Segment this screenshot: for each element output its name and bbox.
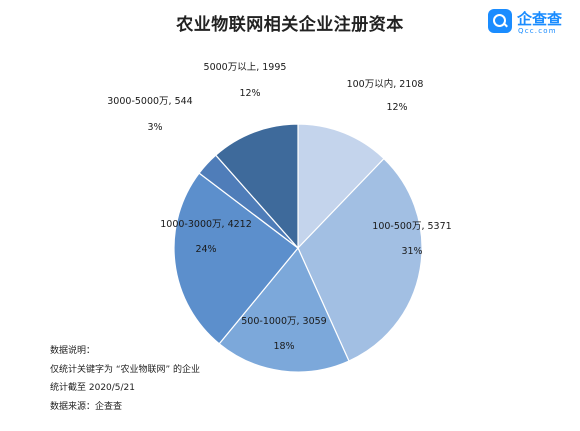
slice-label-3000-5000万: 3000-5000万, 544 — [107, 96, 192, 107]
chart-title: 农业物联网相关企业注册资本 — [176, 15, 404, 35]
pie-labels: 100万以内, 2108 12% 100-500万, 5371 31% 500-1000… — [107, 62, 451, 352]
magnifier-logo-icon — [488, 9, 512, 33]
slice-label-500-1000万: 500-1000万, 3059 — [241, 316, 326, 327]
slice-percent-100-500万: 31% — [401, 246, 422, 257]
pie-slice-500-1000万 — [218, 246, 350, 373]
pie-slice-5000万以上 — [214, 123, 299, 250]
slice-percent-3000-5000万: 3% — [147, 122, 162, 133]
notes-line-date: 统计截至 2020/5/21 — [50, 383, 136, 393]
slice-percent-5000万以上: 12% — [239, 88, 260, 99]
slice-label-100-500万: 100-500万, 5371 — [372, 221, 451, 232]
logo-domain: Qcc.com — [518, 27, 557, 35]
pie-slice-100-500万 — [297, 157, 423, 362]
logo-name: 企查查 — [517, 10, 563, 28]
pie-slices — [173, 123, 423, 373]
notes-line-keyword: 仅统计关键字为 “农业物联网” 的企业 — [50, 364, 201, 375]
notes-line-source: 数据来源：企查查 — [50, 401, 123, 412]
notes-heading: 数据说明： — [50, 346, 96, 356]
slice-label-100万以内: 100万以内, 2108 — [347, 78, 424, 90]
qcc-logo: 企查查 Qcc.com — [488, 8, 572, 38]
data-notes: 数据说明： 仅统计关键字为 “农业物联网” 的企业 统计截至 2020/5/21… — [50, 342, 200, 416]
slice-label-5000万以上: 5000万以上, 1995 — [204, 62, 287, 73]
slice-label-1000-3000万: 1000-3000万, 4212 — [160, 219, 252, 230]
slice-percent-1000-3000万: 24% — [195, 244, 216, 255]
pie-slice-100万以内 — [297, 123, 385, 250]
slice-percent-100万以内: 12% — [386, 102, 407, 113]
slice-percent-500-1000万: 18% — [273, 341, 294, 352]
pie-slice-1000-3000万 — [173, 172, 299, 345]
